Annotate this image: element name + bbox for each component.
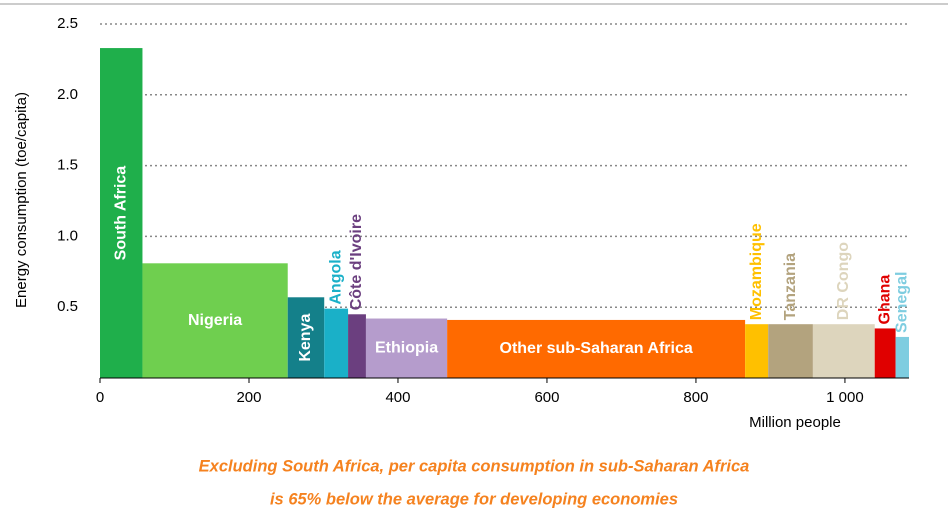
y-tick-label: 1.0 [57,227,78,244]
bar-label: Senegal [894,272,911,333]
bar [100,48,143,379]
bar-label: South Africa [112,166,129,261]
x-tick-label: 1 000 [826,389,864,406]
bar [895,336,909,378]
caption: Excluding South Africa, per capita consu… [199,457,750,475]
x-tick-label: 200 [236,389,261,406]
y-tick-label: 2.0 [57,86,78,103]
bar-label: Kenya [297,314,314,362]
bar [768,324,813,378]
y-tick-label: 1.5 [57,157,78,174]
bar-label: Côte d'Ivoire [348,214,365,310]
y-axis-label: Energy consumption (toe/capita) [13,92,30,308]
x-tick-label: 0 [96,389,104,406]
bar [812,324,875,378]
bar-label: Ghana [876,275,893,325]
bar [287,297,325,378]
bar-label: Nigeria [188,312,242,329]
bar [745,324,769,378]
bar-label: Ethiopia [375,339,438,356]
bar-label: Tanzania [782,253,799,320]
x-axis-label: Million people [749,414,841,431]
bar [142,263,288,378]
y-tick-label: 0.5 [57,298,78,315]
caption: is 65% below the average for developing … [270,490,678,508]
x-tick-label: 600 [534,389,559,406]
bar [348,314,366,378]
bar [874,328,896,378]
x-tick-label: 400 [385,389,410,406]
bar-label: DR Congo [835,242,852,320]
bar-label: Other sub-Saharan Africa [500,340,693,357]
bar [365,318,448,378]
x-tick-label: 800 [683,389,708,406]
bar [447,319,746,378]
y-tick-label: 2.5 [57,15,78,32]
bar-label: Mozambique [748,223,765,320]
bar [324,308,349,378]
bar-label: Angola [327,250,344,304]
